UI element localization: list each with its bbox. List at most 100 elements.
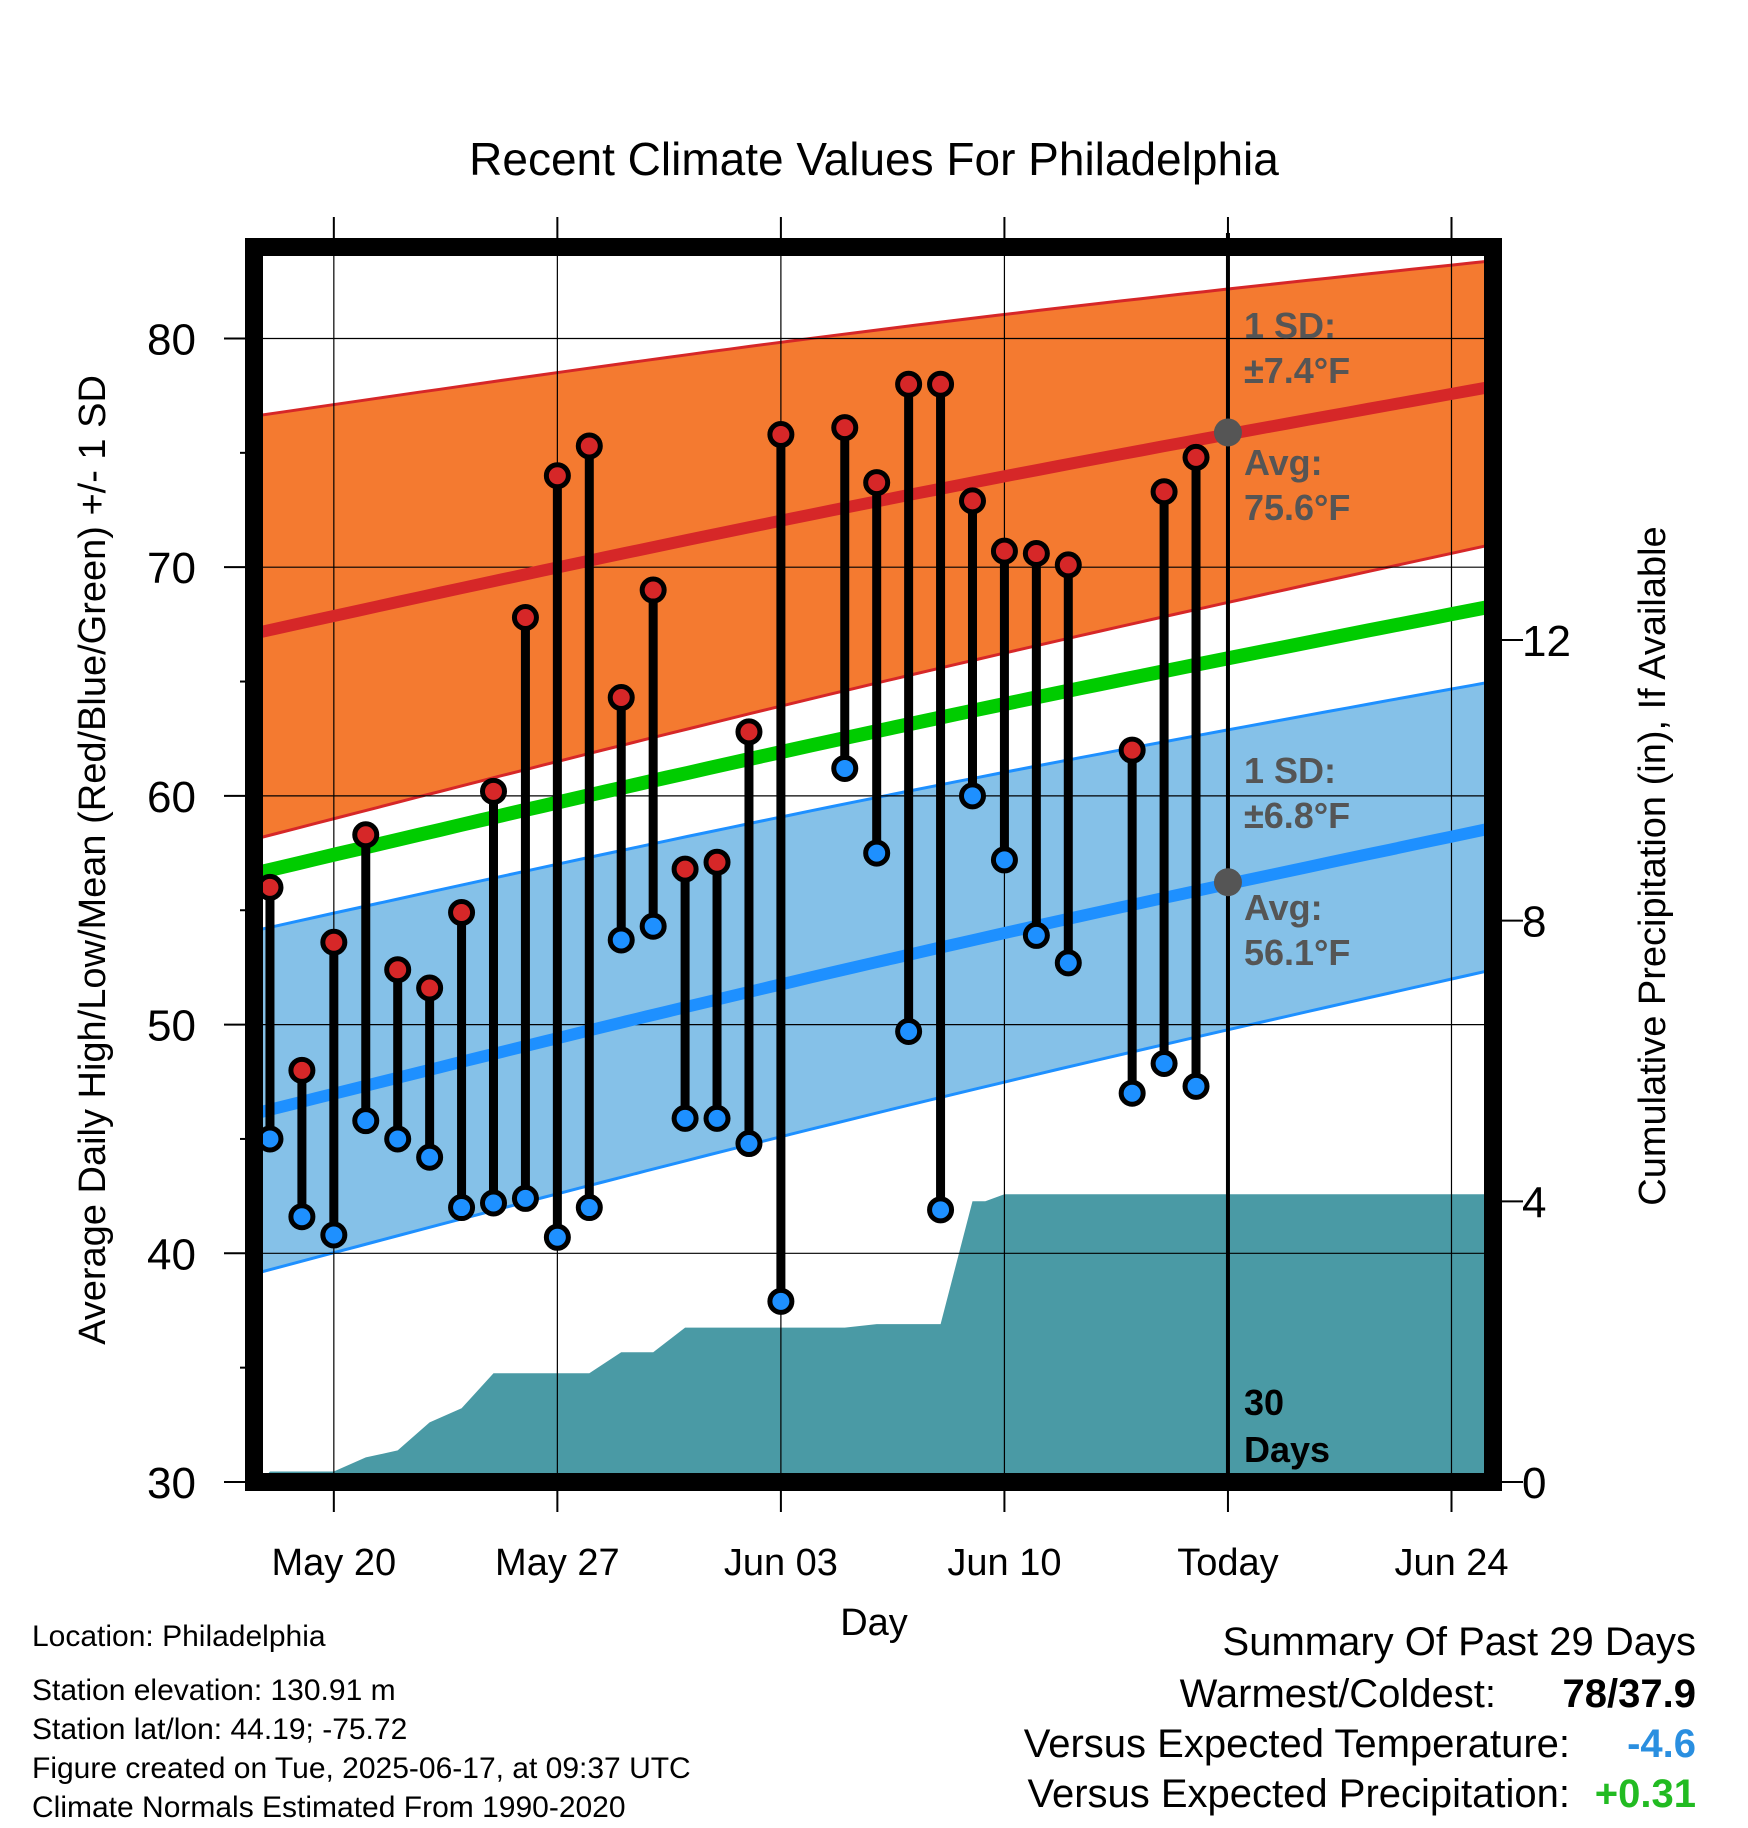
x-tick-label: Jun 24 [1394,1542,1508,1584]
summary-temp-value: -4.6 [1627,1722,1696,1766]
low-sd-label: 1 SD: [1244,750,1336,791]
low-point [448,1194,476,1222]
y-axis-label: Average Daily High/Low/Mean (Red/Blue/Gr… [72,375,114,1345]
high-point [575,432,603,460]
low-point [543,1223,571,1251]
low-point [479,1189,507,1217]
y2-axis-label: Cumulative Precipitation (in), If Availa… [1632,526,1674,1205]
footer-elevation: Station elevation: 130.91 m [32,1674,396,1707]
low-point [1182,1072,1210,1100]
high-point [639,576,667,604]
low-point [671,1104,699,1132]
precip-area [260,1194,1493,1482]
high-point [703,848,731,876]
footer-location: Location: Philadelphia [32,1620,326,1653]
summary-warm-cold-label: Warmest/Coldest: [1179,1672,1496,1716]
plot-frame [245,238,1502,1491]
high-point [671,855,699,883]
low-avg-value: 56.1°F [1244,932,1350,973]
x-tick-label: May 20 [272,1542,397,1584]
low-point [320,1221,348,1249]
low-point [352,1107,380,1135]
y2-tick-label: 12 [1522,617,1571,666]
low-point [735,1130,763,1158]
daily-points [256,370,1210,1315]
low-point [1054,949,1082,977]
high-point [958,487,986,515]
high-point [479,777,507,805]
chart-title: Recent Climate Values For Philadelphia [469,133,1279,185]
low-point [767,1287,795,1315]
x-tick-label: Jun 10 [947,1542,1061,1584]
high-point [927,370,955,398]
axes: 30 40 50 60 70 80 0 4 8 12 May 20 May 27 Jun 03 Jun 1… [147,217,1571,1584]
today-low-avg-marker [1213,868,1242,897]
low-point [895,1017,923,1045]
x-tick-label: May 27 [495,1542,620,1584]
high-point [735,718,763,746]
x-axis-label: Day [840,1602,908,1644]
high-point [416,974,444,1002]
y-tick-label: 30 [147,1459,196,1508]
daily-range-stems [265,384,1201,1302]
y2-tick-label: 0 [1522,1459,1546,1508]
high-point [831,414,859,442]
x-tick-label: Today [1177,1542,1278,1584]
summary-temp-label: Versus Expected Temperature: [1023,1722,1570,1766]
footer-normals: Climate Normals Estimated From 1990-2020 [32,1791,626,1824]
precipitation-area [260,1194,1493,1482]
high-point [607,684,635,712]
low-point [607,926,635,954]
high-point [511,604,539,631]
window-days-label: Days [1244,1429,1330,1470]
high-point [1150,478,1178,506]
high-avg-value: 75.6°F [1244,487,1350,528]
plot-border [245,238,1502,1491]
y-tick-label: 40 [147,1230,196,1279]
high-point [767,421,795,449]
footer-latlon: Station lat/lon: 44.19; -75.72 [32,1713,408,1746]
y2-tick-label: 4 [1522,1178,1546,1227]
low-point [1022,921,1050,949]
low-point [384,1125,412,1153]
high-point [1054,551,1082,579]
high-point [352,821,380,849]
low-point [1150,1049,1178,1077]
x-tick-label: Jun 03 [724,1542,838,1584]
low-point [511,1184,539,1212]
low-point [958,782,986,810]
y-tick-label: 60 [147,773,196,822]
low-point [927,1196,955,1224]
high-point [990,537,1018,565]
summary-heading: Summary Of Past 29 Days [1222,1620,1696,1664]
y-tick-label: 80 [147,315,196,364]
window-days-number: 30 [1244,1382,1284,1423]
high-point [384,956,412,984]
summary-warm-cold-value: 78/37.9 [1562,1672,1696,1716]
high-point [320,928,348,956]
high-point [448,899,476,927]
summary-precip-label: Versus Expected Precipitation: [1027,1772,1570,1816]
high-point [1182,443,1210,471]
low-point [288,1203,316,1231]
low-sd-band [254,681,1493,1274]
y2-tick-label: 8 [1522,898,1546,947]
high-upper-edge [253,259,1494,418]
low-point [863,839,891,867]
high-point [1118,736,1146,764]
low-point [1118,1079,1146,1107]
y-tick-label: 50 [147,1002,196,1051]
low-avg-label: Avg: [1244,887,1323,928]
high-point [895,370,923,398]
low-point [703,1104,731,1132]
summary-precip-value: +0.31 [1594,1772,1696,1816]
low-point [639,912,667,940]
high-point [1022,539,1050,567]
low-point [831,754,859,782]
today-high-avg-marker [1213,418,1242,447]
low-point [575,1194,603,1222]
high-point [288,1056,316,1084]
high-sd-value: ±7.4°F [1244,350,1350,391]
